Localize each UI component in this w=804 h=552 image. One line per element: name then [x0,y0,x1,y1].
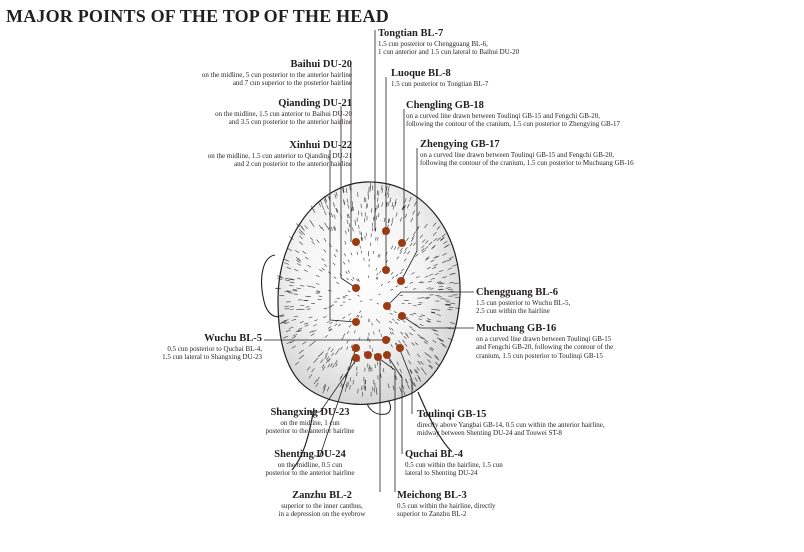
leader-line-toulinqi [399,349,413,414]
leader-line-zhengying [400,148,418,282]
label-chengling-name: Chengling GB-18 [406,100,484,111]
label-quchai: Quchai BL-4 0.5 cun within the hairline,… [405,449,503,478]
label-zhengying: Zhengying GB-17 on a curved line drawn b… [420,139,634,168]
label-shenting-name: Shenting DU-24 [274,449,346,460]
leader-line-chengguang [386,291,474,307]
label-chengguang-desc: 1.5 cun posterior to Wuchu BL-5, 2.5 cun… [476,299,571,316]
label-toulinqi-desc: directly above Yangbai GB-14, 0.5 cun wi… [417,421,605,438]
label-chengguang: Chengguang BL-6 1.5 cun posterior to Wuc… [476,287,570,316]
leader-line-xinhui [329,150,357,323]
label-xinhui-name: Xinhui DU-22 [289,140,352,151]
point-marker-muchuang [398,312,406,320]
point-marker-quchai [383,351,391,359]
leader-line-meichong [376,356,396,492]
label-zanzhu: Zanzhu BL-2 superior to the inner canthu… [270,490,374,519]
leader-line-shenting [314,347,357,457]
label-xinhui: Xinhui DU-22 on the midline, 1.5 cun ant… [208,140,352,169]
head-illustration [261,181,461,471]
label-xinhui-desc: on the midline, 1.5 cun anterior to Qian… [207,152,352,169]
label-shenting-desc: on the midline, 0.5 cun posterior to the… [265,461,355,478]
leader-line-quchai [386,354,403,454]
label-baihui-desc: on the midline, 5 cun posterior to the a… [201,71,352,88]
label-zhengying-name: Zhengying GB-17 [420,139,500,150]
left-shoulder [291,407,315,471]
point-marker-xinhui [352,318,360,326]
scalp [277,181,461,405]
label-shangxing-desc: on the midline, 1 cun posterior to the a… [265,419,355,436]
leader-lines [264,30,474,492]
label-zanzhu-name: Zanzhu BL-2 [292,490,352,501]
point-marker-luoque [382,266,390,274]
label-tongtian: Tongtian BL-7 1.5 cun posterior to Cheng… [378,28,519,57]
label-meichong-desc: 0.5 cun within the hairline, directly su… [397,502,496,519]
point-marker-qianding [352,284,360,292]
label-muchuang-name: Muchuang GB-16 [476,323,557,334]
label-quchai-name: Quchai BL-4 [405,449,464,460]
label-toulinqi: Toulinqi GB-15 directly above Yangbai GB… [417,409,605,438]
point-marker-baihui [352,238,360,246]
label-wuchu-name: Wuchu BL-5 [204,333,262,344]
label-tongtian-name: Tongtian BL-7 [378,28,444,39]
point-marker-meichong [364,351,372,359]
label-qianding-desc: on the midline, 1.5 cun anterior to Baih… [215,110,352,127]
point-marker-zhengying [397,277,405,285]
label-chengguang-name: Chengguang BL-6 [476,287,558,298]
hair-strokes [275,182,461,397]
point-marker-wuchu [382,336,390,344]
label-tongtian-desc: 1.5 cun posterior to Chengguang BL-6, 1 … [378,40,520,57]
label-toulinqi-name: Toulinqi GB-15 [417,409,487,420]
label-shangxing-name: Shangxing DU-23 [270,407,350,418]
point-marker-chengling [398,239,406,247]
label-shangxing: Shangxing DU-23 on the midline, 1 cun po… [255,407,365,436]
right-shoulder [417,391,453,453]
label-qianding: Qianding DU-21 on the midline, 1.5 cun a… [215,98,352,127]
label-baihui-name: Baihui DU-20 [290,59,352,70]
leader-line-qianding [340,106,357,289]
point-marker-shenting [352,354,360,362]
point-marker-zanzhu [374,353,382,361]
label-zhengying-desc: on a curved line drawn between Toulinqi … [420,151,634,168]
hair-texture [275,182,461,397]
label-luoque-desc: 1.5 cun posterior to Tongtian BL-7 [391,80,489,89]
label-wuchu-desc: 0.5 cun posterior to Quchai BL-4, 1.5 cu… [162,345,262,362]
label-wuchu: Wuchu BL-5 0.5 cun posterior to Quchai B… [162,333,262,362]
label-qianding-name: Qianding DU-21 [278,98,352,109]
label-chengling-desc: on a curved line drawn between Toulinqi … [406,112,621,129]
acupoint-markers [352,227,406,362]
point-marker-toulinqi [396,344,404,352]
point-marker-tongtian [382,227,390,235]
label-quchai-desc: 0.5 cun within the hairline, 1.5 cun lat… [405,461,503,478]
label-muchuang-desc: on a curved line drawn between Toulinqi … [476,335,614,360]
label-muchuang: Muchuang GB-16 on a curved line drawn be… [476,323,613,360]
label-luoque: Luoque BL-8 1.5 cun posterior to Tongtia… [391,68,488,88]
label-luoque-name: Luoque BL-8 [391,68,451,79]
label-meichong-name: Meichong BL-3 [397,490,467,501]
label-baihui: Baihui DU-20 on the midline, 5 cun poste… [202,59,352,88]
leader-line-muchuang [401,315,474,329]
label-shenting: Shenting DU-24 on the midline, 0.5 cun p… [260,449,360,478]
point-marker-chengguang [383,302,391,310]
leader-line-shangxing [309,359,357,413]
label-zanzhu-desc: superior to the inner canthus, in a depr… [278,502,366,519]
point-marker-shangxing [352,344,360,352]
figure-title: MAJOR POINTS OF THE TOP OF THE HEAD [6,6,389,26]
label-meichong: Meichong BL-3 0.5 cun within the hairlin… [397,490,496,519]
label-chengling: Chengling GB-18 on a curved line drawn b… [406,100,620,129]
